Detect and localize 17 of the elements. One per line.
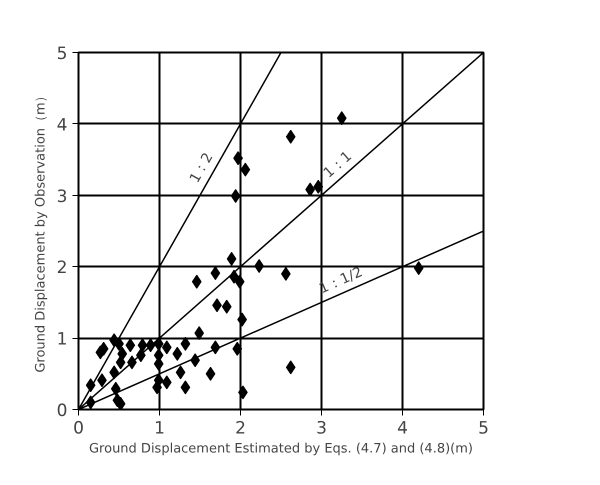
x-tick-label: 5 xyxy=(478,418,489,438)
y-tick-label: 4 xyxy=(56,115,68,136)
text: 1：2 xyxy=(186,150,217,186)
x-tick-label: 2 xyxy=(235,418,246,438)
x-tick-label: 4 xyxy=(397,418,408,438)
y-tick-label: 1 xyxy=(56,330,68,350)
x-axis-title: Ground Displacement Estimated by Eqs. (4.7) and (4.8)(m) xyxy=(89,442,474,456)
y-tick-label: 2 xyxy=(56,258,68,278)
x-tick-label: 1 xyxy=(154,418,165,438)
x-tick-label: 0 xyxy=(73,418,84,438)
y-tick-label: 3 xyxy=(56,186,68,207)
x-tick-label: 3 xyxy=(316,418,327,438)
text: 1：1 xyxy=(320,148,356,182)
y-tick-label: 5 xyxy=(56,44,68,64)
text: 1：1/2 xyxy=(316,264,365,298)
y-axis-title: Ground Displacement by Observation（m） xyxy=(34,89,49,373)
y-tick-label: 0 xyxy=(56,401,68,421)
